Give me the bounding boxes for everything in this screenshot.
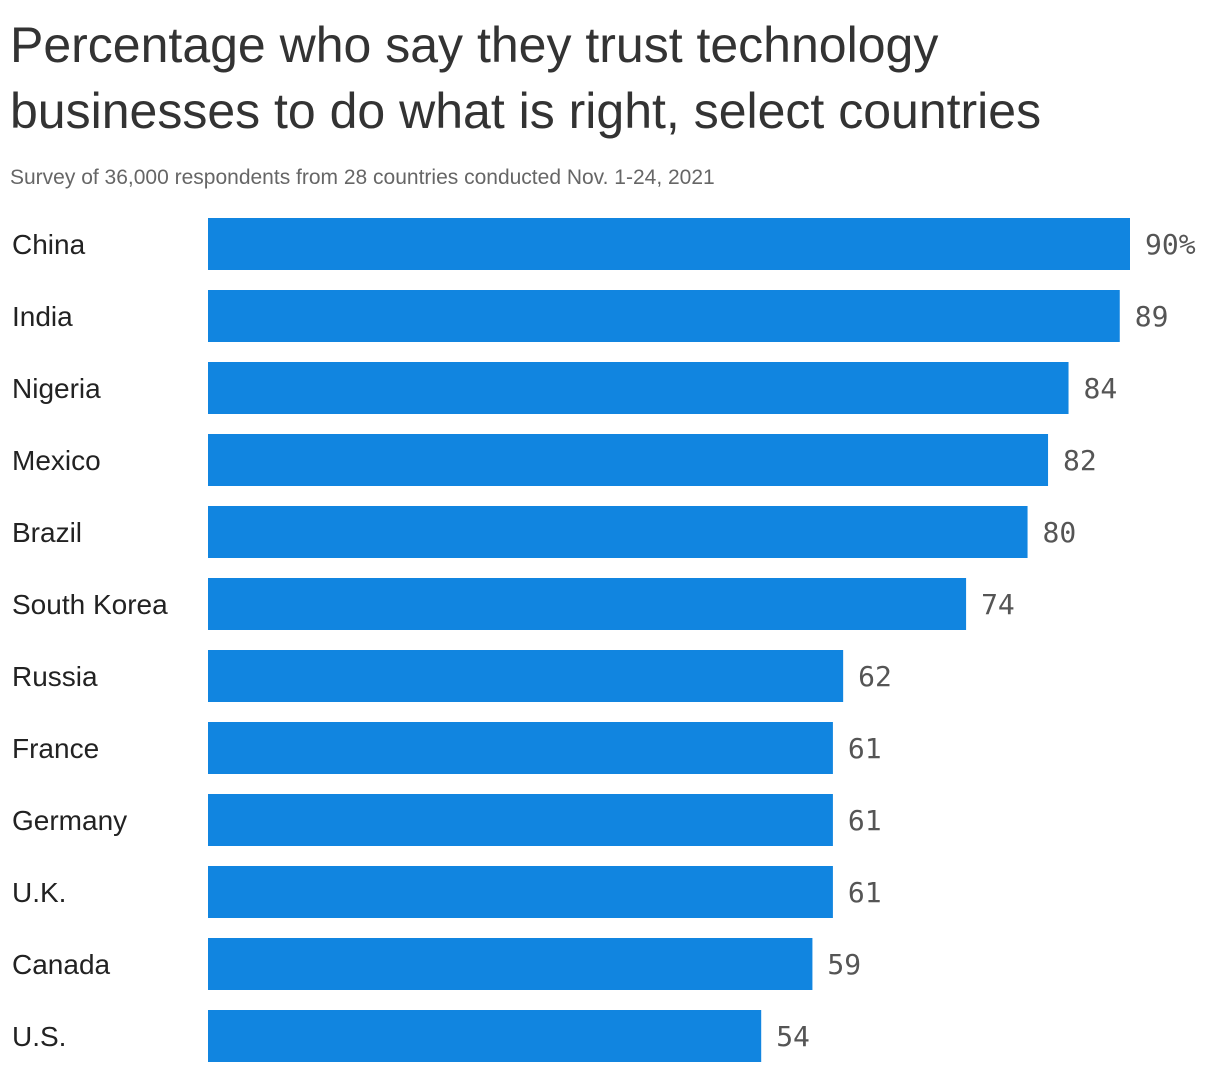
category-label: Brazil [12, 517, 82, 548]
value-label: 82 [1063, 444, 1097, 477]
value-label: 90% [1145, 228, 1196, 261]
bar [208, 434, 1049, 486]
bar [208, 866, 833, 918]
category-label: U.K. [12, 877, 66, 908]
category-label: Nigeria [12, 373, 101, 404]
category-label: South Korea [12, 589, 168, 620]
bar-chart: China 90% India 89 Nigeria 84 Mexico 82 Brazil 80… [12, 218, 1196, 1062]
value-label: 74 [981, 588, 1015, 621]
value-label: 62 [858, 660, 892, 693]
value-label: 61 [848, 804, 882, 837]
bar [208, 218, 1130, 270]
value-label: 54 [776, 1020, 810, 1053]
value-label: 59 [827, 948, 861, 981]
category-label: Russia [12, 661, 98, 692]
bar [208, 578, 967, 630]
value-label: 61 [848, 876, 882, 909]
value-label: 80 [1043, 516, 1077, 549]
value-label: 84 [1084, 372, 1118, 405]
category-label: Canada [12, 949, 111, 980]
category-label: China [12, 229, 86, 260]
bar [208, 290, 1120, 342]
category-label: Germany [12, 805, 127, 836]
value-label: 89 [1135, 300, 1169, 333]
bar [208, 938, 813, 990]
bar [208, 506, 1028, 558]
bar [208, 362, 1069, 414]
chart-subtitle: Survey of 36,000 respondents from 28 cou… [10, 166, 715, 189]
category-label: France [12, 733, 99, 764]
bar [208, 722, 833, 774]
bar [208, 794, 833, 846]
bar [208, 650, 844, 702]
chart-title: Percentage who say they trust technology… [10, 17, 1042, 139]
bars-group: China 90% India 89 Nigeria 84 Mexico 82 Brazil 80… [12, 218, 1196, 1062]
category-label: India [12, 301, 73, 332]
value-label: 61 [848, 732, 882, 765]
category-label: U.S. [12, 1021, 66, 1052]
category-label: Mexico [12, 445, 101, 476]
bar [208, 1010, 762, 1062]
